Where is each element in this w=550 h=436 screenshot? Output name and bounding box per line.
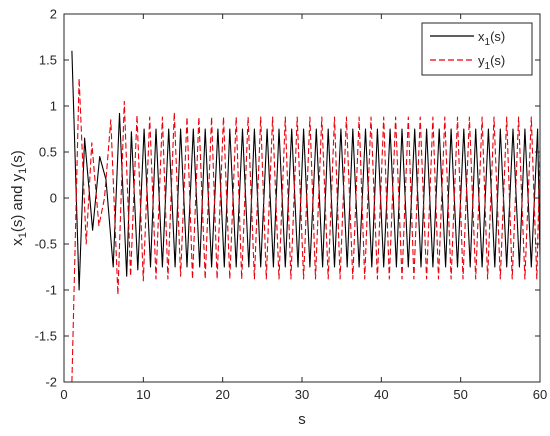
legend-label-y1-main: y — [478, 53, 485, 68]
legend-label-y1-sub: 1 — [485, 61, 491, 72]
y-axis-label-sub-2: 1 — [17, 168, 29, 174]
x-axis: 0 10 20 30 40 50 60 — [60, 14, 547, 402]
y-axis-label-sub-1: 1 — [17, 232, 29, 238]
x-tick-label-5: 50 — [453, 387, 467, 402]
x-tick-label-0: 0 — [60, 387, 67, 402]
x-tick-label-2: 20 — [215, 387, 229, 402]
legend-label-x1-suffix: (s) — [490, 29, 505, 44]
x-tick-label-1: 10 — [136, 387, 150, 402]
y-axis-label-part-3: (s) — [9, 150, 26, 168]
legend-label-x1-sub: 1 — [485, 37, 491, 48]
y-axis-label-part-1: x — [9, 238, 26, 246]
legend-label-y1-suffix: (s) — [490, 53, 505, 68]
y-axis: -2 -1.5 -1 -0.5 0 0.5 1 1.5 2 — [35, 7, 540, 390]
legend-label-x1: x1(s) — [478, 29, 505, 48]
legend: x1(s) y1(s) — [421, 22, 533, 76]
legend-box — [421, 22, 533, 76]
legend-label-x1-main: x — [478, 29, 485, 44]
series-line-y1 — [71, 77, 540, 382]
y-tick-label-7: 1.5 — [39, 53, 57, 68]
series-layer — [71, 50, 540, 382]
y-tick-label-3: -0.5 — [35, 237, 57, 252]
y-tick-label-1: -1.5 — [35, 329, 57, 344]
legend-label-y1: y1(s) — [478, 53, 505, 72]
series-line-x1 — [71, 50, 540, 291]
y-tick-label-4: 0 — [50, 191, 57, 206]
x-tick-label-4: 40 — [374, 387, 388, 402]
y-axis-label-part-2: (s) and y — [9, 173, 26, 232]
y-tick-label-5: 0.5 — [39, 145, 57, 160]
x-axis-label: s — [298, 411, 306, 428]
y-tick-label-0: -2 — [45, 375, 57, 390]
y-tick-label-2: -1 — [45, 283, 57, 298]
y-tick-label-8: 2 — [50, 7, 57, 22]
y-tick-label-6: 1 — [50, 99, 57, 114]
x-tick-label-3: 30 — [295, 387, 309, 402]
y-axis-label: x1(s) and y1(s) — [9, 150, 29, 246]
x-tick-label-6: 60 — [533, 387, 547, 402]
